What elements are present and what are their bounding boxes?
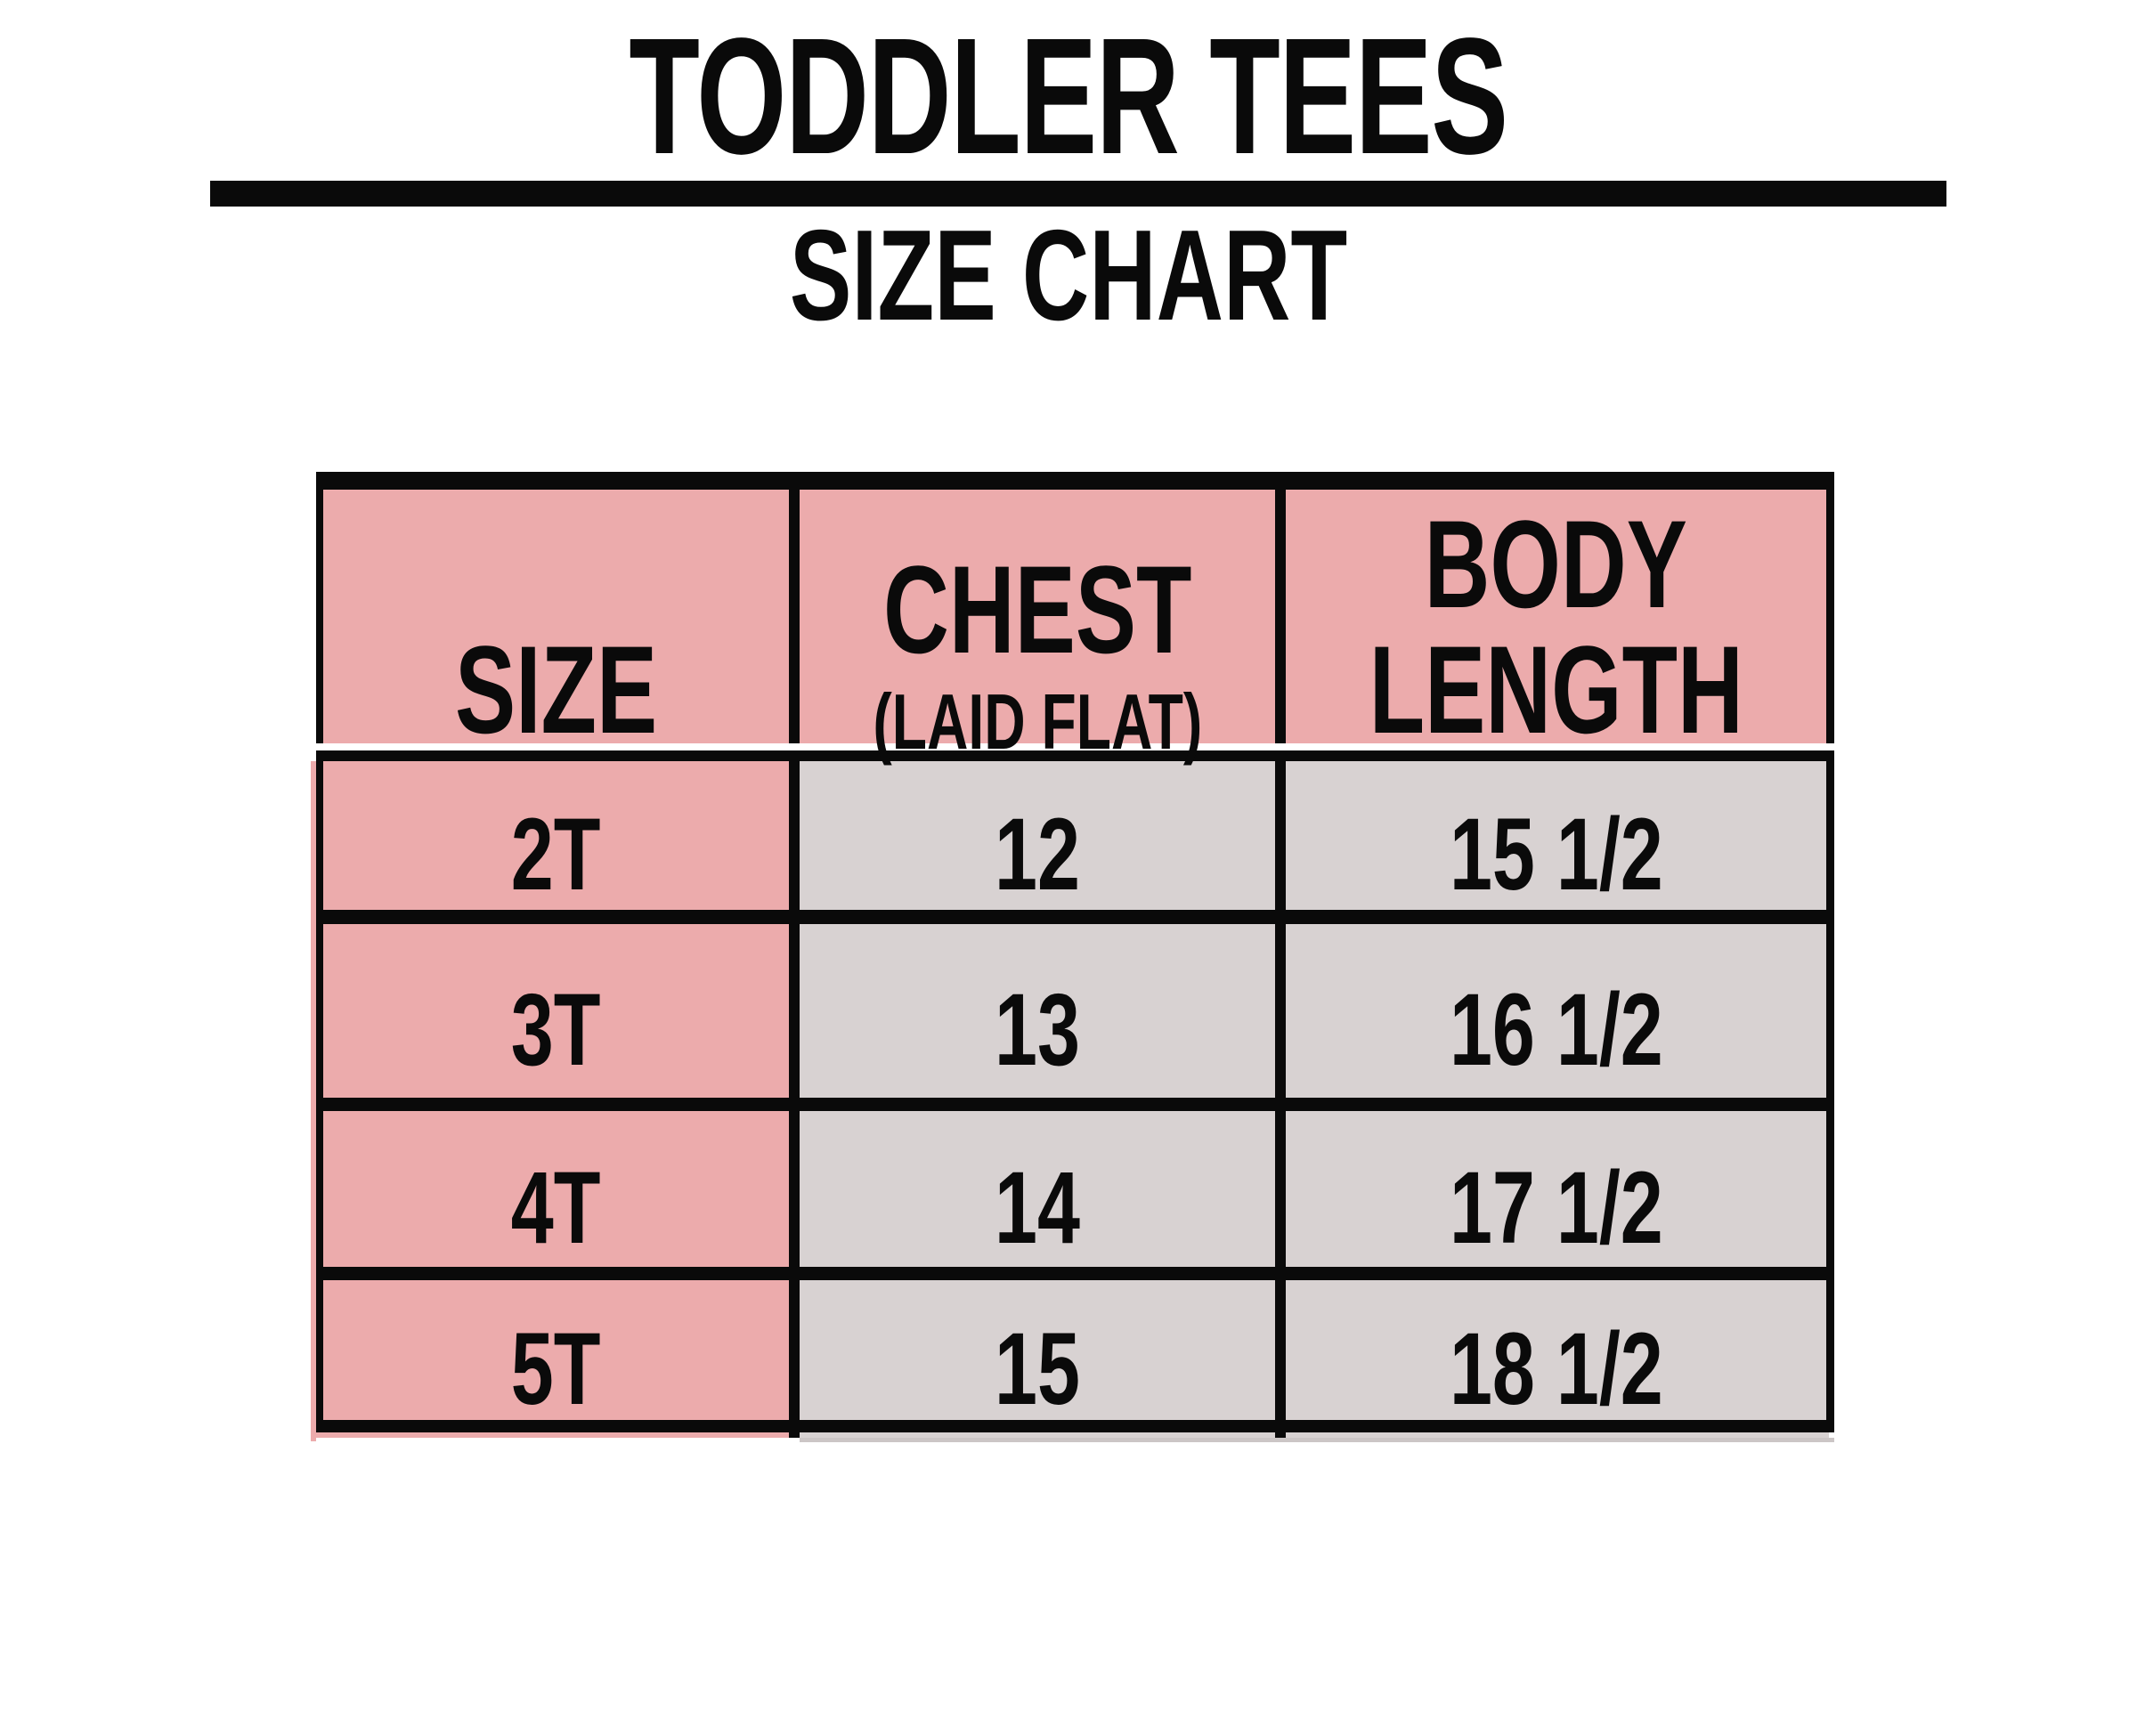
row-cell-body-length: 17 1/2 [1286,1111,1826,1267]
row-cell-chest: 14 [800,1111,1275,1267]
table-row-3t: 3T 13 16 1/2 [316,924,1834,1098]
page-subtitle: SIZE CHART [0,211,2137,340]
table-row-2t: 2T 12 15 1/2 [316,761,1834,910]
table-top-border [316,472,1834,490]
row-cell-chest: 13 [800,924,1275,1098]
header-cell-chest: CHEST (LAID FLAT) [800,490,1275,761]
page-subtitle-text: SIZE CHART [789,203,1348,347]
row-cell-size: 5T [323,1280,789,1426]
row-cell-chest: 12 [800,761,1275,910]
left-edge-fill-offset [311,761,316,1441]
header-label-chest: CHEST [882,539,1192,679]
column-separator [789,1111,800,1267]
page-title: TODDLER TEES [0,14,2137,180]
chest-value: 12 [995,798,1080,912]
header-label-length: LENGTH [1369,620,1743,759]
row-separator [316,910,1834,924]
table-header-row: SIZE CHEST (LAID FLAT) BODY LENGTH [316,490,1834,761]
header-bottom-gap [316,743,1834,750]
column-separator [1275,1111,1286,1267]
size-value: 2T [511,798,601,912]
column-separator [789,1432,800,1438]
row-cell-body-length: 16 1/2 [1286,924,1826,1098]
chest-value: 15 [995,1312,1080,1426]
row-cell-chest: 15 [800,1280,1275,1426]
header-separator [316,750,1834,761]
sliver-pink [316,1432,789,1438]
title-underline [210,181,1946,207]
cropped-row-sliver [316,1432,1834,1438]
sliver-gray [800,1432,1275,1438]
size-value: 4T [511,1151,601,1265]
row-cell-body-length: 18 1/2 [1286,1280,1826,1426]
header-cell-size: SIZE [323,490,789,752]
chest-value: 14 [995,1151,1080,1265]
row-cell-size: 2T [323,761,789,910]
row-separator [316,1267,1834,1280]
table-row-4t: 4T 14 17 1/2 [316,1111,1834,1267]
column-separator [1275,1432,1286,1438]
column-separator [1275,924,1286,1098]
size-value: 3T [511,973,601,1087]
header-sublabel-laid-flat: (LAID FLAT) [873,677,1202,766]
column-separator [789,1280,800,1420]
column-separator [789,490,800,743]
row-cell-size: 4T [323,1111,789,1267]
sliver-gray [1286,1432,1829,1438]
header-label-size: SIZE [454,620,658,759]
table-bottom-border [316,1420,1834,1432]
header-label-body: BODY [1424,494,1688,634]
row-separator [316,1098,1834,1111]
chest-value: 13 [995,973,1080,1087]
body-length-value: 16 1/2 [1449,973,1663,1087]
table-row-5t: 5T 15 18 1/2 [316,1280,1834,1426]
size-chart-table: SIZE CHEST (LAID FLAT) BODY LENGTH 2T 12… [311,472,1834,1442]
column-separator [789,761,800,910]
body-length-value: 15 1/2 [1449,798,1663,912]
column-separator [1275,761,1286,910]
column-separator [1275,1280,1286,1420]
row-cell-body-length: 15 1/2 [1286,761,1826,910]
column-separator [789,924,800,1098]
cropped-gray-edge-line [800,1438,1834,1442]
body-length-value: 17 1/2 [1449,1151,1663,1265]
row-cell-size: 3T [323,924,789,1098]
body-length-value: 18 1/2 [1449,1312,1663,1426]
size-value: 5T [511,1312,601,1426]
header-cell-body-length: BODY LENGTH [1286,490,1826,752]
column-separator [1275,490,1286,743]
page-title-text: TODDLER TEES [629,4,1509,189]
